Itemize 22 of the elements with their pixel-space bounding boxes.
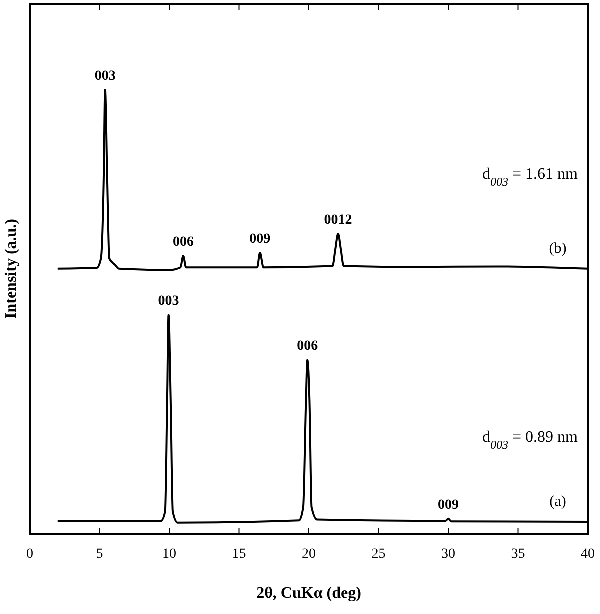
annotation: 003: [158, 294, 180, 310]
x-tick-label: 35: [511, 547, 526, 562]
x-tick-label: 25: [372, 547, 386, 562]
x-tick-label: 40: [581, 547, 595, 562]
annotation: 0012: [324, 212, 352, 228]
x-tick-label: 5: [96, 547, 104, 562]
annotation: 009: [438, 498, 459, 513]
x-tick-label: 15: [232, 547, 246, 562]
x-tick-label: 0: [26, 547, 34, 562]
annotation: 006: [172, 235, 194, 250]
annotation: 003: [94, 69, 116, 84]
x-axis-title: 2θ, CuKα (deg): [256, 585, 362, 602]
x-tick-label: 20: [302, 547, 316, 562]
x-tick-label: 10: [162, 547, 176, 562]
y-axis-title: Intensity (a.u.): [3, 218, 20, 320]
series-label: (b): [549, 240, 567, 257]
annotation: d$_{003}$ = 0.89 nm: [482, 429, 579, 452]
annotation: 009: [250, 232, 271, 247]
x-tick-label: 30: [442, 547, 456, 562]
annotation: d$_{003}$ = 1.61 nm: [482, 166, 579, 189]
annotation: 006: [297, 338, 318, 354]
series-label: (a): [550, 494, 566, 510]
